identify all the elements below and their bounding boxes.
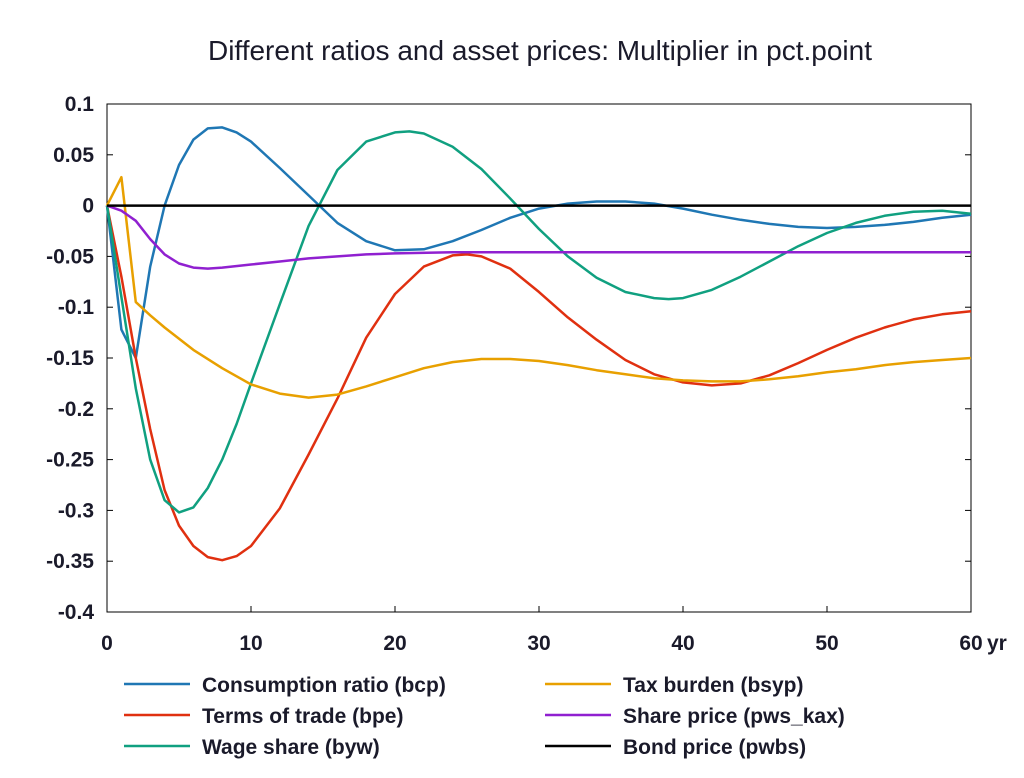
x-tick-label: 60 (959, 632, 982, 655)
legend-label: Share price (pws_kax) (623, 705, 845, 728)
y-tick-label: -0.2 (58, 398, 94, 421)
legend-label: Tax burden (bsyp) (623, 674, 803, 697)
y-tick-label: -0.25 (46, 449, 94, 472)
legend-label: Consumption ratio (bcp) (202, 674, 446, 697)
x-axis: 0 10 20 30 40 50 60 yr (101, 606, 1007, 655)
chart-title: Different ratios and asset prices: Multi… (208, 35, 872, 66)
y-tick-label: 0.05 (53, 144, 94, 167)
series-line-4 (106, 204, 971, 270)
y-tick-label: 0 (82, 195, 94, 218)
y-tick-label: -0.4 (58, 601, 95, 624)
y-tick-label: -0.1 (58, 296, 95, 319)
legend-label: Wage share (byw) (202, 736, 380, 759)
y-tick-label: 0.1 (65, 93, 95, 116)
x-tick-label: 10 (239, 632, 262, 655)
series-line-0 (105, 126, 972, 360)
x-tick-label: 50 (815, 632, 838, 655)
plot-frame (106, 103, 972, 613)
series-line-1 (105, 205, 972, 562)
y-axis: 0.1 0.05 0 -0.05 -0.1 -0.15 -0.2 -0.25 -0.3 -0.35… (46, 93, 971, 624)
y-tick-label: -0.3 (58, 499, 94, 522)
y-tick-label: -0.15 (46, 347, 94, 370)
x-unit-label: yr (987, 632, 1007, 655)
legend-label: Bond price (pwbs) (623, 736, 806, 759)
series-line-2 (105, 130, 972, 514)
series-layer (105, 126, 972, 562)
y-tick-label: -0.35 (46, 550, 94, 573)
x-tick-label: 0 (101, 632, 113, 655)
x-tick-label: 40 (671, 632, 694, 655)
legend: Consumption ratio (bcp) Terms of trade (b… (124, 674, 845, 759)
series-line-3 (105, 175, 972, 399)
legend-label: Terms of trade (bpe) (202, 705, 403, 728)
x-tick-label: 30 (527, 632, 550, 655)
x-tick-label: 20 (383, 632, 406, 655)
y-tick-label: -0.05 (46, 245, 94, 268)
